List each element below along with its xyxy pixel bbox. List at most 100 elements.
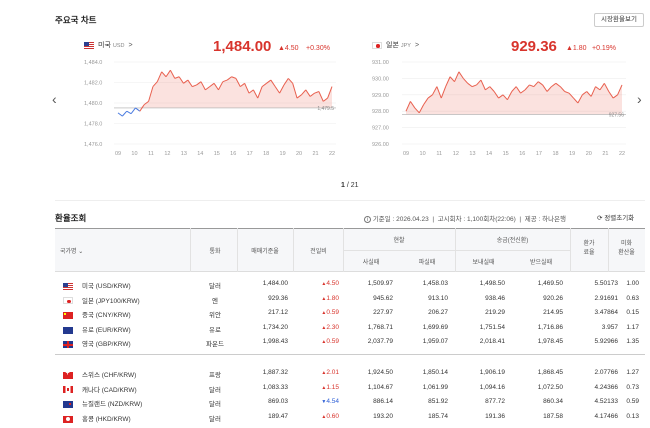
cell-currency: 프랑 (209, 372, 221, 379)
diff-value: 0.60 (326, 412, 339, 420)
chart-line-segment (314, 91, 320, 94)
chart-line-segment (117, 112, 123, 117)
market-rate-button[interactable]: 시장환율보기 (594, 13, 644, 27)
chart-line-segment (546, 86, 552, 92)
diff-value: 4.50 (326, 280, 339, 287)
chart-line-segment (183, 79, 189, 84)
cell-remit-send: 1,906.19 (479, 369, 505, 376)
cell-currency: 달러 (209, 386, 221, 394)
chart-line-segment (436, 86, 442, 99)
prev-arrow-icon[interactable]: ‹ (52, 91, 57, 107)
table-row[interactable]: 일본 (JPY100/KRW) 엔 929.36 ▲1.80 945.62 913.10 9… (55, 292, 645, 306)
table-row[interactable]: 영국 (GBP/KRW) 파운드 1,998.43 ▲0.59 2,037.79 1,95… (55, 335, 645, 349)
chart-line-segment (568, 92, 574, 99)
x-tick-label: 10 (131, 151, 137, 157)
x-tick-label: 16 (230, 151, 236, 157)
cell-usd-rate: 1.27 (626, 369, 639, 376)
chart-line-segment (192, 84, 197, 88)
cell-cash-sell: 1,458.03 (422, 280, 448, 287)
cell-usd-rate: 0.63 (626, 294, 639, 302)
country-name: 유로 (EUR/KRW) (82, 326, 131, 334)
chart-jpy-name: 일본 (386, 42, 399, 49)
x-tick-label: 10 (420, 151, 426, 157)
pager-current: 1 (341, 182, 345, 189)
cell-usd-rate: 0.13 (626, 412, 639, 420)
cell-remit-receive: 1,469.50 (537, 280, 563, 287)
table-row[interactable]: 홍콩 (HKD/KRW) 달러 189.47 ▲0.60 193.20 185.74 191… (55, 410, 645, 424)
cell-base-rate: 189.47 (268, 412, 288, 420)
pager-total: / 21 (346, 182, 359, 189)
chart-line-segment (169, 69, 176, 79)
header-country[interactable]: 국가명 ⌄ (60, 246, 83, 255)
chart-line-segment (174, 76, 180, 79)
table-row[interactable]: 미국 (USD/KRW) 달러 1,484.00 ▲4.50 1,509.97 1,458… (55, 277, 645, 291)
x-tick-label: 09 (115, 151, 121, 157)
cell-remit-send: 191.36 (485, 412, 505, 420)
up-arrow-icon: ▲ (321, 413, 327, 420)
table-row[interactable]: 중국 (CNY/KRW) 위안 217.12 ▲0.59 227.97 206.27 219… (55, 306, 645, 320)
header-cash-buy: 사실때 (362, 260, 380, 266)
table-row[interactable]: 유로 (EUR/KRW) 유로 1,734.20 ▲2.30 1,768.71 1,699… (55, 321, 645, 335)
chart-line-segment (135, 107, 141, 112)
x-tick-label: 13 (469, 151, 475, 157)
cell-base-rate: 1,083.33 (262, 383, 288, 391)
chart-line-segment (301, 89, 307, 96)
diff-value: 2.01 (326, 369, 339, 376)
x-tick-label: 15 (503, 151, 509, 157)
chart-usd-link[interactable]: 미국 USD > (84, 40, 133, 58)
jpy-line-chart: 931.00 930.00 929.00 928.00 927.00 926.00 09 10… (372, 60, 626, 157)
info-icon[interactable]: i (364, 215, 371, 223)
chart-line-segment (274, 86, 281, 94)
cell-country: 뉴질랜드 (NZD/KRW) (63, 398, 142, 408)
cell-cash-buy: 2,037.79 (367, 338, 393, 346)
chart-line-segment (427, 94, 433, 99)
table-row[interactable]: 캐나다 (CAD/KRW) 달러 1,083.33 ▲1.15 1,104.67 1,06… (55, 381, 645, 395)
chart-line-segment (126, 110, 132, 115)
chart-line-segment (231, 76, 237, 79)
chart-line-segment (143, 100, 149, 106)
col-sep (190, 228, 191, 272)
cell-cash-sell: 206.27 (428, 309, 448, 317)
chart-line-segment (586, 91, 592, 97)
chart-line-segment (287, 78, 294, 84)
cell-prev-diff: ▲0.60 (293, 413, 339, 420)
chart-line-segment (226, 76, 232, 81)
diff-value: 2.30 (326, 323, 339, 331)
chart-line-segment (476, 79, 482, 86)
us-flag-icon (84, 41, 94, 49)
cell-remit-send: 938.46 (485, 294, 505, 302)
cell-cash-buy: 945.62 (373, 294, 393, 302)
cell-remit-receive: 1,716.86 (537, 323, 563, 331)
x-tick-label: 17 (247, 151, 253, 157)
diff-value: 0.59 (326, 309, 339, 317)
diff-value: 1.80 (326, 294, 339, 302)
cell-base-rate: 1,887.32 (262, 369, 288, 376)
chart-line-segment (121, 110, 128, 117)
jp-flag-icon (372, 41, 382, 49)
cell-usd-rate: 0.59 (626, 398, 639, 406)
cell-cash-sell: 1,959.07 (422, 338, 448, 346)
table-row[interactable]: 스위스 (CHF/KRW) 프랑 1,887.32 ▲2.01 1,924.50 1,85… (55, 366, 645, 380)
cell-remit-receive: 214.95 (543, 309, 563, 317)
up-arrow-icon: ▲ (321, 295, 327, 302)
table-row[interactable]: 뉴질랜드 (NZD/KRW) 달러 869.03 ▼4.54 886.14 851.92 8… (55, 395, 645, 409)
chart-line-segment (511, 86, 517, 92)
y-tick-label: 1,480.0 (84, 101, 102, 107)
chart-jpy-link[interactable]: 일본 JPY > (372, 40, 419, 58)
cell-cash-buy: 1,768.71 (367, 323, 393, 331)
sort-reset-button[interactable]: ⟳ 정렬초기화 (597, 212, 634, 222)
chart-line-segment (555, 82, 561, 88)
chart-pager: 1 / 21 (341, 182, 359, 189)
cell-fx-rate: 3.47864 (594, 309, 619, 317)
next-arrow-icon[interactable]: › (637, 91, 642, 107)
x-tick-label: 19 (569, 151, 575, 157)
chart-line-segment (533, 81, 539, 87)
country-name: 홍콩 (HKD/KRW) (82, 415, 131, 423)
chart-line-segment (239, 82, 245, 87)
chart-line-segment (524, 84, 530, 91)
cell-currency: 엔 (212, 297, 218, 305)
chart-line-segment (248, 89, 254, 94)
cn-flag-icon (63, 311, 73, 319)
cell-prev-diff: ▲1.80 (293, 295, 339, 302)
x-tick-label: 15 (214, 151, 220, 157)
